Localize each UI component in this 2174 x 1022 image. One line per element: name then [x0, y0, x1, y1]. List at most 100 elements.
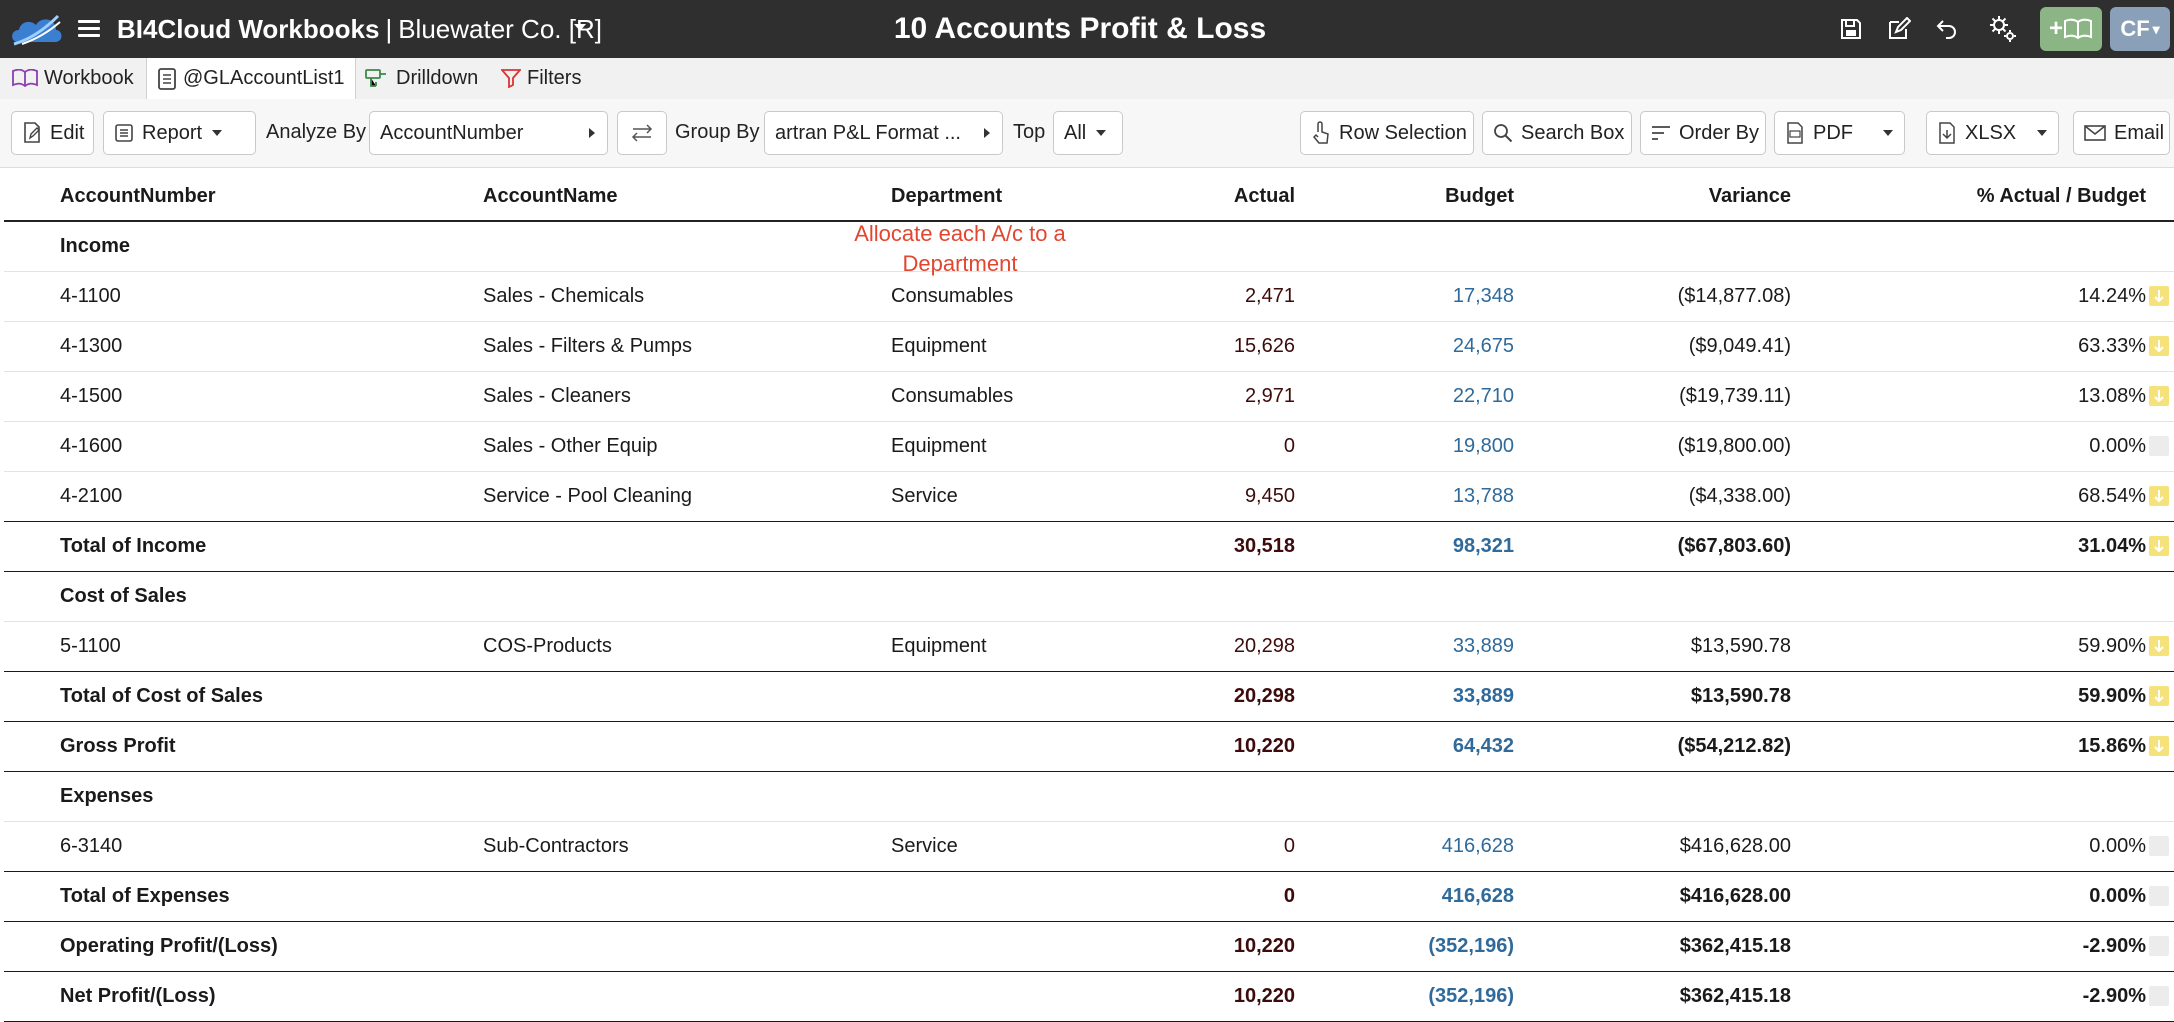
email-button[interactable]: Email [2073, 111, 2170, 155]
menu-icon[interactable] [78, 17, 100, 39]
table-row[interactable]: 4-1500 Sales - Cleaners Consumables 2,971 22… [4, 372, 2174, 422]
empty-flag-icon [2149, 986, 2169, 1006]
table-row[interactable]: 4-1100 Sales - Chemicals Consumables 2,471 1… [4, 272, 2174, 322]
table-row[interactable]: 4-2100 Service - Pool Cleaning Service 9,45… [4, 472, 2174, 522]
down-arrow-flag-icon [2149, 636, 2169, 656]
report-icon [115, 124, 133, 142]
save-icon[interactable] [1834, 12, 1868, 46]
email-label: Email [2114, 121, 2165, 144]
budget-cell[interactable]: (352,196) [1428, 985, 1514, 1007]
total-row: Net Profit/(Loss) 10,220 (352,196) $362,415… [4, 971, 2174, 1022]
budget-cell[interactable]: (352,196) [1428, 935, 1514, 957]
column-header-pct-actual-budget[interactable]: % Actual / Budget [1976, 185, 2146, 207]
top-select[interactable]: All [1053, 111, 1123, 155]
xlsx-button[interactable]: XLSX [1926, 111, 2026, 155]
actual-cell: 0 [1283, 835, 1295, 857]
budget-cell[interactable]: 98,321 [1452, 535, 1514, 557]
budget-cell[interactable]: 24,675 [1452, 335, 1514, 357]
pdf-label: PDF [1813, 121, 1853, 144]
budget-cell[interactable]: 33,889 [1452, 635, 1514, 657]
xlsx-options-dropdown[interactable] [2025, 111, 2059, 155]
account-name-cell: Sub-Contractors [483, 835, 629, 857]
table-body: Income 4-1100 Sales - Chemicals Consumables… [4, 222, 2174, 1022]
pct-actual-budget-cell: 59.90% [2078, 635, 2146, 657]
row-selection-button[interactable]: Row Selection [1300, 111, 1474, 155]
add-workbook-label: + [2048, 15, 2063, 42]
company-dropdown-icon[interactable] [574, 24, 586, 31]
empty-flag-icon [2149, 436, 2169, 456]
account-number-cell: Total of Expenses [60, 885, 230, 907]
budget-cell[interactable]: 17,348 [1452, 285, 1514, 307]
pct-actual-budget-cell: 14.24% [2078, 285, 2146, 307]
section-header-row: Cost of Sales [4, 572, 2174, 622]
budget-cell[interactable]: 13,788 [1452, 485, 1514, 507]
search-box-button[interactable]: Search Box [1482, 111, 1632, 155]
settings-icon[interactable] [1986, 12, 2020, 46]
column-header-variance[interactable]: Variance [1708, 185, 1791, 207]
user-avatar[interactable]: CF ▾ [2110, 7, 2170, 51]
actual-cell: 0 [1283, 435, 1295, 457]
down-arrow-flag-icon [2149, 536, 2169, 556]
budget-cell[interactable]: 64,432 [1452, 735, 1514, 757]
chevron-down-icon [1096, 130, 1107, 136]
title-separator: | [385, 14, 393, 44]
sort-icon [1652, 126, 1670, 140]
account-number-cell: Expenses [60, 785, 154, 807]
table-row[interactable]: 4-1600 Sales - Other Equip Equipment 0 19,80… [4, 422, 2174, 472]
edit-doc-icon [24, 122, 40, 143]
column-header-budget[interactable]: Budget [1445, 185, 1514, 207]
app-name: BI4Cloud Workbooks [117, 14, 380, 44]
report-title: 10 Accounts Profit & Loss [893, 12, 1267, 45]
chevron-down-icon [2036, 130, 2047, 136]
actual-cell: 20,298 [1233, 685, 1295, 707]
variance-cell: $416,628.00 [1679, 835, 1791, 857]
order-by-label: Order By [1679, 121, 1760, 144]
total-row: Total of Cost of Sales 20,298 33,889 $13,59… [4, 671, 2174, 722]
department-cell: Consumables [891, 385, 1014, 407]
column-header-account-number[interactable]: AccountNumber [60, 185, 216, 207]
tab-drilldown[interactable]: Drilldown [354, 58, 488, 98]
variance-cell: ($19,800.00) [1677, 435, 1791, 457]
swap-arrows-icon [631, 124, 653, 142]
edit-button[interactable]: Edit [11, 111, 94, 155]
pct-actual-budget-cell: 13.08% [2078, 385, 2146, 407]
group-by-select[interactable]: artran P&L Format ... [764, 111, 1003, 155]
column-header-actual[interactable]: Actual [1233, 185, 1295, 207]
pct-actual-budget-cell: 59.90% [2078, 685, 2146, 707]
down-arrow-flag-icon [2149, 386, 2169, 406]
tab-workbook[interactable]: Workbook [2, 58, 144, 98]
edit-icon[interactable] [1882, 12, 1916, 46]
swap-button[interactable] [617, 111, 667, 155]
budget-cell[interactable]: 22,710 [1452, 385, 1514, 407]
tab-glaccountlist[interactable]: @GLAccountList1 [146, 58, 356, 99]
column-header-department[interactable]: Department [891, 185, 1003, 207]
pdf-button[interactable]: PDF [1774, 111, 1872, 155]
tab-filters[interactable]: Filters [491, 58, 591, 98]
account-number-cell: 5-1100 [60, 635, 121, 657]
pct-actual-budget-cell: 0.00% [2089, 835, 2146, 857]
budget-cell[interactable]: 19,800 [1452, 435, 1514, 457]
tab-bar: Workbook @GLAccountList1 Drilldown Filte… [0, 58, 2174, 100]
account-number-cell: Net Profit/(Loss) [60, 985, 216, 1007]
analyze-by-value: AccountNumber [380, 121, 524, 144]
column-header-account-name[interactable]: AccountName [483, 185, 618, 207]
budget-cell[interactable]: 416,628 [1441, 835, 1514, 857]
order-by-button[interactable]: Order By [1640, 111, 1766, 155]
budget-cell[interactable]: 33,889 [1452, 685, 1514, 707]
tab-label: Drilldown [396, 66, 479, 89]
analyze-by-select[interactable]: AccountNumber [369, 111, 608, 155]
account-name-cell: Sales - Cleaners [483, 385, 631, 407]
pdf-options-dropdown[interactable] [1871, 111, 1905, 155]
actual-cell: 2,971 [1244, 385, 1295, 407]
report-dropdown[interactable]: Report [103, 111, 256, 155]
budget-cell[interactable]: 416,628 [1441, 885, 1514, 907]
table-row[interactable]: 4-1300 Sales - Filters & Pumps Equipment 15… [4, 322, 2174, 372]
table-row[interactable]: 5-1100 COS-Products Equipment 20,298 33,889 $… [4, 622, 2174, 672]
account-number-cell: 4-2100 [60, 485, 123, 507]
undo-icon[interactable] [1930, 12, 1964, 46]
add-workbook-button[interactable]: + [2040, 7, 2102, 51]
table-row[interactable]: 6-3140 Sub-Contractors Service 0 416,628 $416… [4, 822, 2174, 872]
list-icon [158, 67, 176, 90]
pct-actual-budget-cell: 15.86% [2078, 735, 2146, 757]
row-selection-label: Row Selection [1339, 121, 1467, 144]
